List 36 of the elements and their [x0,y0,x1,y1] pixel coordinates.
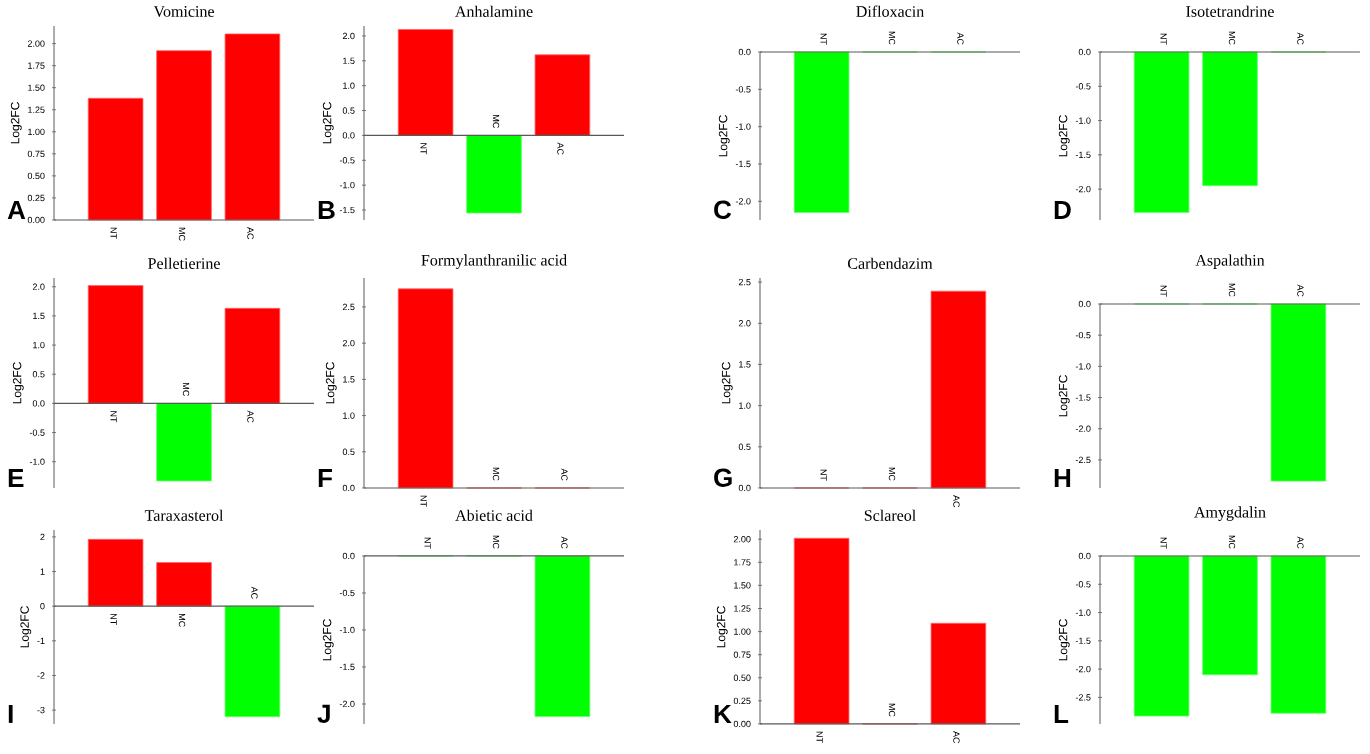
chart-title: Vomicine [153,6,215,17]
text: F [318,469,333,487]
chart-title: Aspalathin [1195,254,1265,269]
text: B [318,201,335,219]
bar [466,135,522,214]
chart-title: Sclareol [864,509,916,521]
bar [224,605,281,718]
text: D [1054,201,1071,219]
bar [534,54,591,136]
bar [156,562,212,607]
bar [397,29,454,136]
bar [224,307,281,404]
text: E [8,469,24,487]
chart-title: Amygdalin [1194,506,1266,521]
text: H [1054,469,1071,487]
bar [156,403,212,482]
bar [87,538,144,607]
text: A [7,201,26,219]
chart-title: Taraxasterol [144,509,224,521]
text: K [714,705,732,723]
bar [224,33,281,221]
text: I [8,705,13,723]
bar [156,50,212,221]
text: C [714,200,732,219]
chart-title: Carbendazim [848,257,933,269]
bar [87,285,144,404]
chart-title: Formylanthranilic acid [421,254,567,269]
chart-title: Anhalamine [455,5,533,17]
text: G [714,468,732,487]
chart-title: Isotetrandrine [1186,5,1274,17]
text: J [317,704,330,723]
bar [87,97,144,221]
chart-title: Abietic acid [455,509,533,521]
text: L [1054,705,1069,723]
chart-title: Pelletierine [148,257,220,269]
chart-title: Difloxacin [856,5,924,17]
